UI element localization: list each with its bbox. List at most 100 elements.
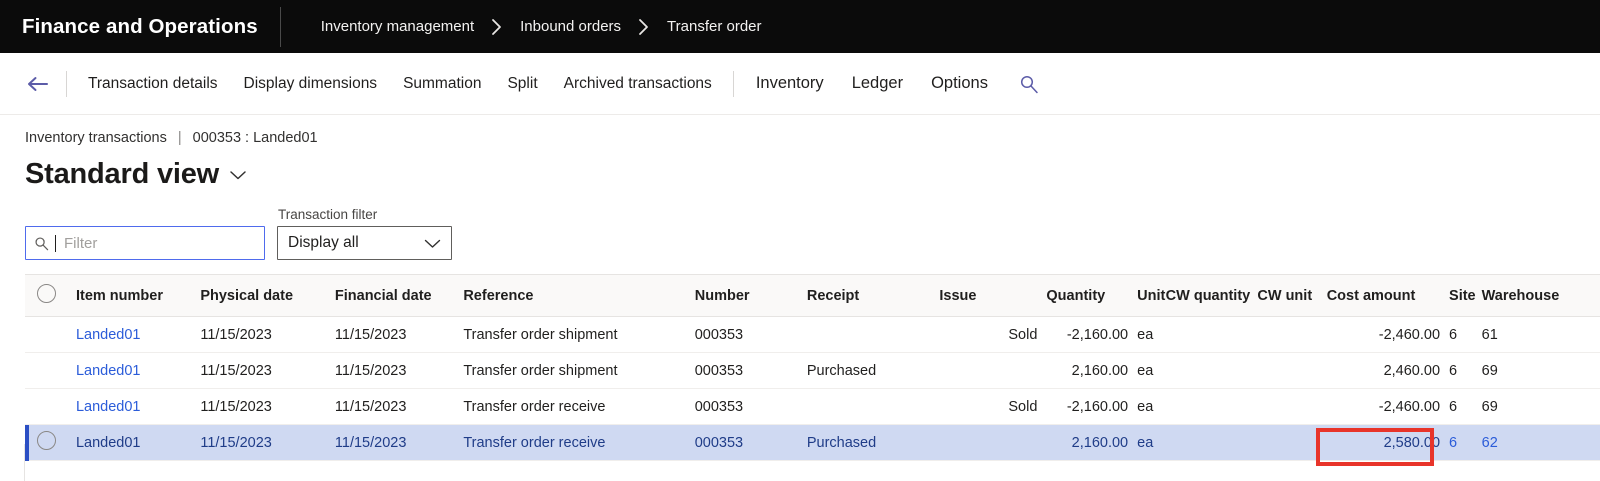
page-title[interactable]: Standard view — [25, 158, 1600, 191]
column-header-cw-quantity[interactable]: CW quantity — [1165, 275, 1258, 317]
cell-unit[interactable]: ea — [1137, 352, 1166, 389]
table-row[interactable]: Landed01 11/15/2023 11/15/2023 Transfer … — [25, 352, 1600, 389]
cell-item-number[interactable]: Landed01 — [75, 388, 201, 425]
cell-issue[interactable]: Sold — [939, 388, 1047, 425]
column-header-cost-amount[interactable]: Cost amount — [1326, 275, 1450, 317]
row-selector-cell[interactable] — [25, 424, 76, 461]
row-selector-cell[interactable] — [25, 352, 76, 389]
cell-reference[interactable]: Transfer order shipment — [463, 316, 695, 353]
cell-item-number[interactable]: Landed01 — [75, 424, 201, 461]
cell-reference[interactable]: Transfer order shipment — [463, 352, 695, 389]
toolbar-tab-display-dimensions[interactable]: Display dimensions — [243, 74, 378, 92]
breadcrumb-item-inbound-orders[interactable]: Inbound orders — [520, 18, 622, 35]
cell-site[interactable]: 6 — [1449, 424, 1482, 461]
cell-cw-quantity[interactable] — [1165, 352, 1258, 389]
select-all-cell[interactable] — [25, 275, 76, 317]
cell-cw-unit[interactable] — [1257, 424, 1327, 461]
cell-site[interactable]: 6 — [1449, 352, 1482, 389]
toolbar-tab-split[interactable]: Split — [507, 74, 538, 92]
cell-item-number[interactable]: Landed01 — [75, 316, 201, 353]
table-row[interactable]: Landed01 11/15/2023 11/15/2023 Transfer … — [25, 388, 1600, 425]
cell-unit[interactable]: ea — [1137, 424, 1166, 461]
cell-cw-unit[interactable] — [1257, 352, 1327, 389]
transaction-filter-select[interactable]: Display all — [277, 226, 452, 260]
cell-number[interactable]: 000353 — [694, 388, 807, 425]
toolbar-tab-ledger[interactable]: Ledger — [851, 74, 904, 92]
cell-receipt[interactable]: Purchased — [806, 352, 940, 389]
column-header-cw-unit[interactable]: CW unit — [1257, 275, 1327, 317]
column-header-warehouse[interactable]: Warehouse — [1481, 275, 1600, 317]
search-icon[interactable] — [1008, 64, 1050, 104]
cell-cost-amount-highlighted[interactable]: 2,580.00 — [1326, 424, 1450, 461]
cell-financial-date[interactable]: 11/15/2023 — [334, 424, 464, 461]
cell-cost-amount[interactable]: -2,460.00 — [1326, 388, 1450, 425]
column-header-issue[interactable]: Issue — [939, 275, 1047, 317]
cell-quantity[interactable]: 2,160.00 — [1046, 352, 1138, 389]
cell-physical-date[interactable]: 11/15/2023 — [200, 424, 335, 461]
cell-warehouse[interactable]: 61 — [1481, 316, 1600, 353]
cell-cw-quantity[interactable] — [1165, 316, 1258, 353]
cell-number[interactable]: 000353 — [694, 424, 807, 461]
breadcrumb-item-transfer-order[interactable]: Transfer order — [667, 18, 762, 35]
cell-issue[interactable] — [939, 352, 1047, 389]
cell-physical-date[interactable]: 11/15/2023 — [200, 388, 335, 425]
column-header-quantity[interactable]: Quantity — [1046, 275, 1138, 317]
cell-quantity[interactable]: -2,160.00 — [1046, 316, 1138, 353]
cell-issue[interactable] — [939, 424, 1047, 461]
toolbar-tab-options[interactable]: Options — [931, 74, 988, 92]
cell-reference[interactable]: Transfer order receive — [463, 424, 695, 461]
cell-warehouse[interactable]: 69 — [1481, 352, 1600, 389]
cell-quantity[interactable]: 2,160.00 — [1046, 424, 1138, 461]
cell-number[interactable]: 000353 — [694, 316, 807, 353]
row-select-radio-icon[interactable] — [37, 431, 56, 450]
cell-financial-date[interactable]: 11/15/2023 — [334, 388, 464, 425]
cell-warehouse[interactable]: 62 — [1481, 424, 1600, 461]
cell-receipt[interactable]: Purchased — [806, 424, 940, 461]
cell-cost-amount[interactable]: 2,460.00 — [1326, 352, 1450, 389]
select-all-radio-icon[interactable] — [37, 284, 56, 303]
cell-cost-amount[interactable]: -2,460.00 — [1326, 316, 1450, 353]
cell-unit[interactable]: ea — [1137, 388, 1166, 425]
toolbar-tab-transaction-details[interactable]: Transaction details — [88, 74, 218, 92]
toolbar-tab-summation[interactable]: Summation — [403, 74, 482, 92]
column-header-physical-date[interactable]: Physical date — [200, 275, 335, 317]
chevron-down-icon[interactable] — [423, 237, 442, 250]
column-header-unit[interactable]: Unit — [1137, 275, 1166, 317]
cell-reference[interactable]: Transfer order receive — [463, 388, 695, 425]
cell-cw-quantity[interactable] — [1165, 388, 1258, 425]
toolbar-tab-inventory[interactable]: Inventory — [755, 74, 824, 92]
column-header-number[interactable]: Number — [694, 275, 807, 317]
cell-cw-quantity[interactable] — [1165, 424, 1258, 461]
cell-item-number[interactable]: Landed01 — [75, 352, 201, 389]
toolbar-tab-archived-transactions[interactable]: Archived transactions — [563, 74, 712, 92]
cell-site[interactable]: 6 — [1449, 388, 1482, 425]
cell-unit[interactable]: ea — [1137, 316, 1166, 353]
search-input[interactable]: Filter — [25, 226, 265, 260]
cell-quantity[interactable]: -2,160.00 — [1046, 388, 1138, 425]
cell-receipt[interactable] — [806, 316, 940, 353]
column-header-reference[interactable]: Reference — [463, 275, 695, 317]
app-brand-title[interactable]: Finance and Operations — [22, 14, 258, 38]
cell-receipt[interactable] — [806, 388, 940, 425]
table-row-selected[interactable]: Landed01 11/15/2023 11/15/2023 Transfer … — [25, 424, 1600, 461]
row-selector-cell[interactable] — [25, 316, 76, 353]
cell-issue[interactable]: Sold — [939, 316, 1047, 353]
cell-warehouse[interactable]: 69 — [1481, 388, 1600, 425]
cell-cw-unit[interactable] — [1257, 388, 1327, 425]
breadcrumb-item-inventory-management[interactable]: Inventory management — [320, 18, 475, 35]
column-header-site[interactable]: Site — [1449, 275, 1482, 317]
chevron-down-icon[interactable] — [228, 168, 248, 182]
table-row[interactable]: Landed01 11/15/2023 11/15/2023 Transfer … — [25, 316, 1600, 353]
cell-physical-date[interactable]: 11/15/2023 — [200, 316, 335, 353]
cell-financial-date[interactable]: 11/15/2023 — [334, 316, 464, 353]
column-header-item-number[interactable]: Item number — [75, 275, 201, 317]
column-header-receipt[interactable]: Receipt — [806, 275, 940, 317]
cell-cw-unit[interactable] — [1257, 316, 1327, 353]
cell-financial-date[interactable]: 11/15/2023 — [334, 352, 464, 389]
cell-site[interactable]: 6 — [1449, 316, 1482, 353]
back-arrow-icon[interactable] — [18, 64, 58, 104]
row-selector-cell[interactable] — [25, 388, 76, 425]
cell-number[interactable]: 000353 — [694, 352, 807, 389]
cell-physical-date[interactable]: 11/15/2023 — [200, 352, 335, 389]
column-header-financial-date[interactable]: Financial date — [334, 275, 464, 317]
